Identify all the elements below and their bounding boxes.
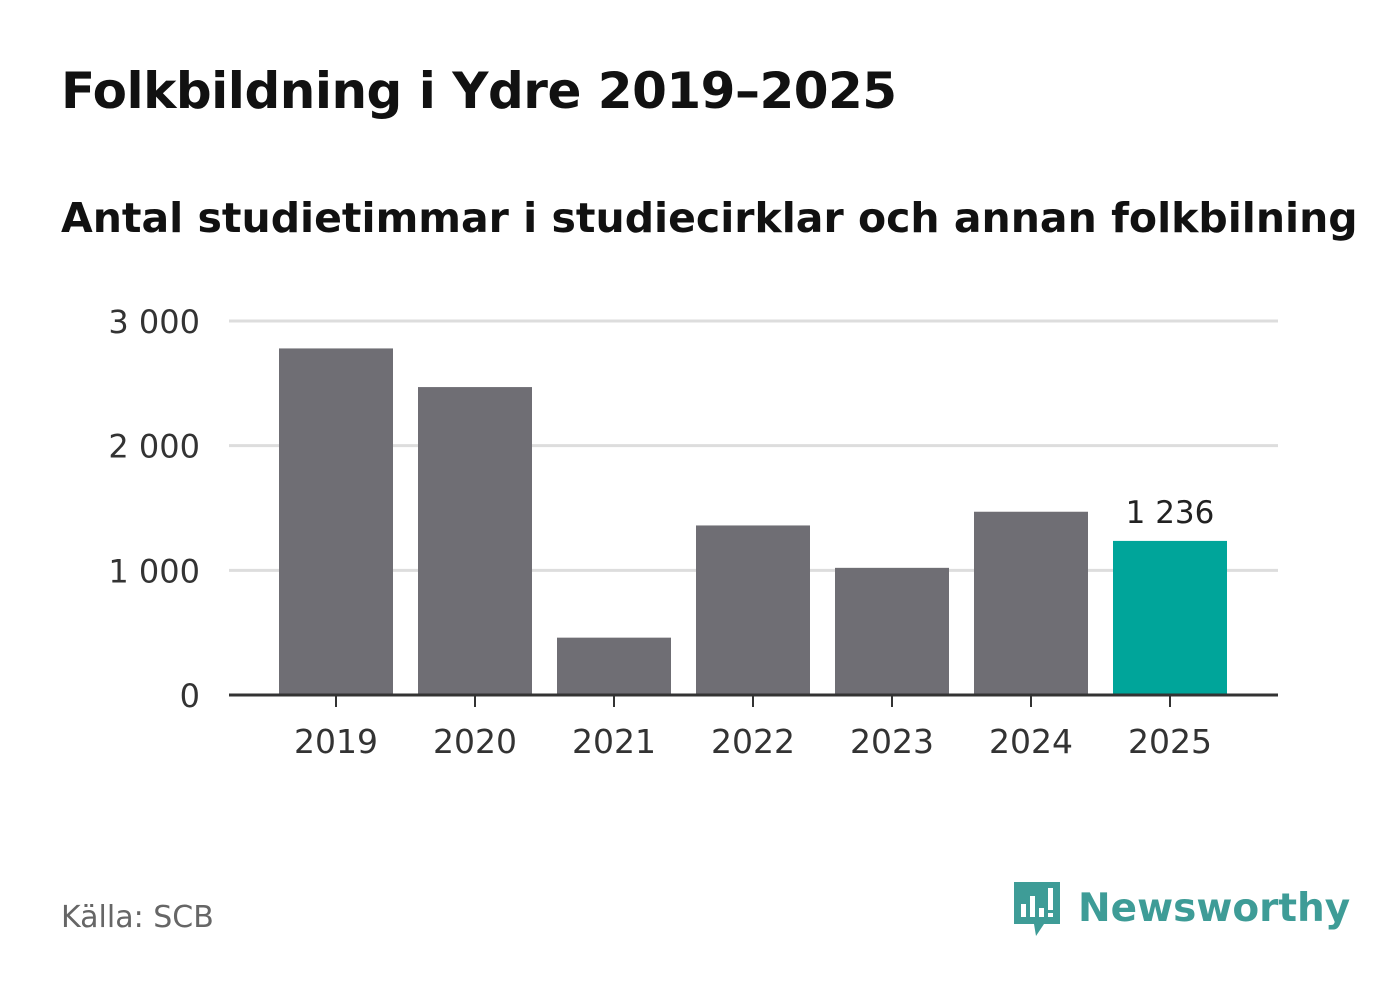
bar-2019	[279, 348, 393, 695]
data-label: 1 236	[1126, 495, 1215, 531]
source-note: Källa: SCB	[61, 900, 214, 935]
brand-name: Newsworthy	[1078, 885, 1351, 931]
x-tick-label: 2020	[433, 722, 517, 761]
chart-subtitle: Antal studietimmar i studiecirklar och a…	[61, 194, 1358, 242]
x-axis-tick-labels: 2019 2020 2021 2022 2023 2024 2025	[294, 722, 1212, 761]
bar-2025	[1113, 540, 1227, 695]
bar-2020	[418, 387, 532, 695]
y-axis-tick-labels: 0 1 000 2 000 3 000	[108, 303, 200, 715]
x-axis	[229, 693, 1278, 707]
x-tick-label: 2021	[572, 722, 656, 761]
bars	[279, 348, 1227, 695]
x-tick-label: 2025	[1128, 722, 1212, 761]
x-tick-label: 2023	[850, 722, 934, 761]
bar-2023	[835, 567, 949, 695]
data-labels: 1 236	[1126, 495, 1215, 531]
x-tick-label: 2022	[711, 722, 795, 761]
brand-logo[interactable]: Newsworthy	[1010, 878, 1350, 938]
y-tick-label: 0	[180, 677, 200, 715]
x-tick-label: 2024	[989, 722, 1073, 761]
y-tick-label: 3 000	[108, 303, 200, 341]
bar-2022	[696, 525, 810, 695]
y-tick-label: 2 000	[108, 428, 200, 466]
bar-2024	[974, 511, 1088, 695]
bar-2021	[557, 637, 671, 695]
bar-chart-speech-bubble-icon	[1010, 878, 1064, 938]
y-tick-label: 1 000	[108, 552, 200, 590]
x-tick-label: 2019	[294, 722, 378, 761]
chart-title: Folkbildning i Ydre 2019–2025	[61, 62, 897, 120]
